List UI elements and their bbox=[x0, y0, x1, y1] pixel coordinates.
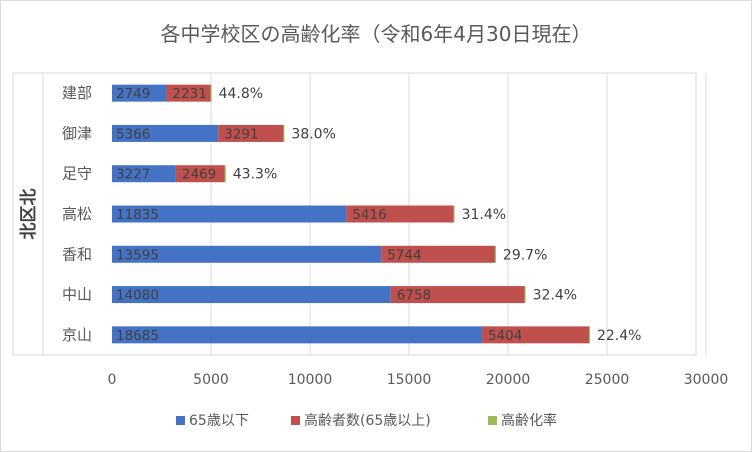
bar-elderly-count bbox=[218, 124, 284, 142]
data-label-65-and-under: 13595 bbox=[116, 247, 159, 263]
bar-65-and-under bbox=[112, 165, 176, 183]
x-tick-label: 25000 bbox=[585, 372, 630, 388]
data-label-aging-rate: 44.8% bbox=[219, 86, 263, 102]
x-tick-label: 15000 bbox=[387, 372, 432, 388]
bar-65-and-under bbox=[112, 286, 391, 304]
legend-label: 高齢化率 bbox=[501, 412, 557, 429]
x-tick-label: 30000 bbox=[684, 372, 729, 388]
bar-aging-rate bbox=[210, 84, 212, 102]
category-label: 御津 bbox=[62, 124, 92, 142]
data-label-65-and-under: 5366 bbox=[116, 126, 150, 142]
bar-aging-rate bbox=[524, 286, 526, 304]
data-label-65-and-under: 2749 bbox=[116, 86, 150, 102]
data-label-aging-rate: 43.3% bbox=[233, 167, 277, 183]
legend-label: 65歳以下 bbox=[189, 413, 249, 429]
bar-elderly-count bbox=[175, 165, 225, 183]
category-label: 足守 bbox=[62, 165, 92, 183]
data-label-aging-rate: 31.4% bbox=[462, 207, 506, 223]
bar-65-and-under bbox=[112, 205, 347, 223]
data-label-aging-rate: 32.4% bbox=[533, 288, 577, 304]
data-label-65-and-under: 11835 bbox=[116, 207, 159, 223]
data-label-elderly-count: 5404 bbox=[488, 328, 522, 344]
bar-aging-rate bbox=[453, 205, 455, 223]
legend: 65歳以下 高齢者数(65歳以上) 高齢化率 bbox=[176, 412, 557, 429]
category-label: 建部 bbox=[62, 84, 92, 102]
data-label-65-and-under: 18685 bbox=[116, 328, 159, 344]
chart-title: 各中学校区の高齢化率（令和6年4月30日現在） bbox=[161, 22, 592, 46]
category-label: 香和 bbox=[62, 245, 92, 263]
legend-swatch bbox=[291, 416, 300, 425]
category-label: 京山 bbox=[62, 326, 92, 344]
x-tick-label: 0 bbox=[108, 372, 117, 388]
bar-elderly-count bbox=[481, 326, 589, 344]
bar-aging-rate bbox=[494, 245, 496, 263]
category-group-label: 北区北 bbox=[19, 189, 39, 240]
legend-label: 高齢者数(65歳以上) bbox=[304, 412, 431, 429]
legend-swatch bbox=[176, 416, 185, 425]
x-tick-label: 20000 bbox=[486, 372, 531, 388]
x-axis-ticks: 0 5000 10000 15000 20000 25000 30000 bbox=[108, 372, 729, 388]
gridlines bbox=[210, 73, 707, 355]
bar-aging-rate bbox=[283, 124, 285, 142]
data-label-elderly-count: 2231 bbox=[172, 86, 206, 102]
bars: 2749 2231 44.8% 5366 3291 38.0% 3227 2469 43.3% 1… bbox=[112, 84, 641, 344]
legend-swatch bbox=[488, 416, 497, 425]
data-label-aging-rate: 22.4% bbox=[597, 328, 641, 344]
data-label-aging-rate: 29.7% bbox=[503, 247, 547, 263]
category-label: 中山 bbox=[62, 286, 92, 304]
bar-aging-rate bbox=[224, 165, 226, 183]
data-label-elderly-count: 5744 bbox=[387, 247, 421, 263]
data-label-elderly-count: 3291 bbox=[224, 126, 258, 142]
bar-65-and-under bbox=[112, 124, 219, 142]
category-label: 高松 bbox=[62, 205, 92, 223]
data-label-65-and-under: 14080 bbox=[116, 288, 159, 304]
bar-65-and-under bbox=[112, 326, 482, 344]
bar-aging-rate bbox=[588, 326, 590, 344]
bar-65-and-under bbox=[112, 84, 167, 102]
x-tick-label: 10000 bbox=[288, 372, 333, 388]
x-tick-label: 5000 bbox=[193, 372, 229, 388]
data-label-elderly-count: 2469 bbox=[182, 167, 216, 183]
bar-elderly-count bbox=[381, 245, 495, 263]
bar-elderly-count bbox=[166, 84, 211, 102]
data-label-65-and-under: 3227 bbox=[116, 167, 150, 183]
bar-65-and-under bbox=[112, 245, 382, 263]
bar-elderly-count bbox=[346, 205, 454, 223]
bar-elderly-count bbox=[390, 286, 525, 304]
data-label-aging-rate: 38.0% bbox=[291, 126, 335, 142]
data-label-elderly-count: 6758 bbox=[397, 288, 431, 304]
data-label-elderly-count: 5416 bbox=[352, 207, 386, 223]
category-group-box bbox=[12, 72, 697, 356]
